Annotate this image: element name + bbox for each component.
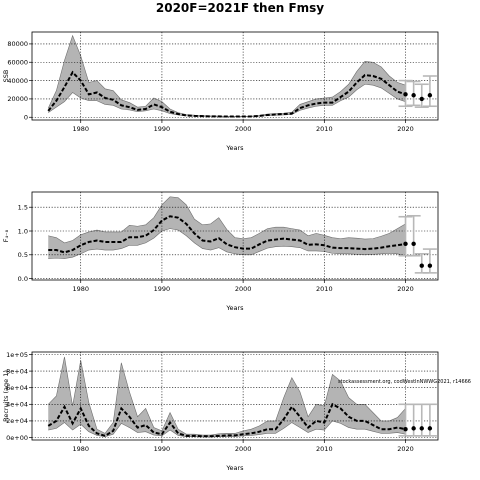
recruits-y-tick-label: 4e+04 <box>6 401 28 409</box>
recruits-forecast-point <box>411 426 416 431</box>
recruits-lower-bound-line <box>48 420 406 438</box>
fbar-x-tick-label: 2010 <box>316 285 333 293</box>
recruits-plot-frame <box>31 351 439 441</box>
ssb-x-tick-label: 1980 <box>72 125 89 133</box>
ssb-y-tick-label: 80000 <box>7 40 28 48</box>
fbar-forecast-point <box>419 263 424 268</box>
ssb-x-tick-label: 2020 <box>397 125 414 133</box>
ssb-forecast-point <box>411 93 416 98</box>
fbar-forecast-point <box>427 263 433 268</box>
fbar-x-tick-label: 1990 <box>154 285 171 293</box>
figure-title: 2020F=2021F then Fmsy <box>156 1 324 15</box>
source-annotation: stockassessment.org, codWestlnNWWG2021, … <box>338 379 471 385</box>
ssb-y-tick-label: 40000 <box>7 77 28 85</box>
fbar-confidence-band <box>48 196 406 259</box>
ssb-y-axis-label: SSB <box>2 70 10 83</box>
recruits-forecast-point <box>419 426 424 431</box>
fbar-x-tick-label: 2020 <box>397 285 414 293</box>
ssb-y-tick-label: 60000 <box>7 59 28 67</box>
fbar-x-tick-label: 2000 <box>235 285 252 293</box>
recruits-upper-bound-line <box>48 356 406 436</box>
ssb-confidence-band <box>48 35 406 117</box>
fbar-lower-bound-line <box>48 228 406 259</box>
fbar-panel: 1980 1990 2000 2010 2020 0.0 0.5 1.0 1.5 Years F₄₋… <box>2 191 439 312</box>
ssb-forecast-point <box>419 96 424 102</box>
recruits-confidence-band <box>48 356 406 437</box>
ssb-x-tick-label: 2010 <box>316 125 333 133</box>
fbar-y-axis-label: F₄₋₈ <box>2 229 10 242</box>
ssb-x-tick-label: 1990 <box>154 125 171 133</box>
fbar-y-tick-label: 1.0 <box>18 227 28 235</box>
recruits-estimate-line <box>47 402 406 438</box>
ssb-panel: 1980 1990 2000 2010 2020 0 20000 40000 60000 8000… <box>2 31 439 152</box>
recruits-y-tick-label: 8e+04 <box>6 367 28 375</box>
fbar-y-tick-label: 0.5 <box>18 251 28 259</box>
recruits-y-tick-label: 2e+04 <box>6 417 28 425</box>
recruits-y-tick-label: 6e+04 <box>6 384 28 392</box>
fbar-x-tick-label: 1980 <box>72 285 89 293</box>
ssb-forecast-point <box>427 93 433 98</box>
ssb-y-tick-label: 20000 <box>7 95 28 103</box>
ssb-plot-frame <box>31 31 439 121</box>
recruits-x-tick-label: 2010 <box>316 445 333 453</box>
fbar-y-tick-label: 0.0 <box>18 275 28 283</box>
ssb-point <box>403 92 408 97</box>
fbar-estimate-line <box>48 215 406 254</box>
fbar-x-axis-label: Years <box>225 304 244 312</box>
ssb-x-axis-label: Years <box>225 144 244 152</box>
recruits-forecast-point <box>427 426 433 431</box>
recruits-x-axis-label: Years <box>225 464 244 472</box>
recruits-point <box>403 427 408 432</box>
fbar-upper-bound-line <box>48 196 406 244</box>
recruits-y-tick-label: 1e+05 <box>6 351 28 359</box>
fbar-point <box>403 241 408 247</box>
recruits-x-tick-label: 1990 <box>154 445 171 453</box>
recruits-x-tick-label: 2020 <box>397 445 414 453</box>
recruits-x-tick-label: 1980 <box>72 445 89 453</box>
recruits-panel: 1980 1990 2000 2010 2020 0e+00 2e+04 4e+04 6e+04… <box>2 351 439 472</box>
ssb-upper-bound-line <box>47 34 406 117</box>
ssb-x-tick-label: 2000 <box>235 125 252 133</box>
fbar-y-tick-label: 1.5 <box>18 204 28 212</box>
ssb-estimate-line <box>47 70 406 118</box>
recruits-x-tick-label: 2000 <box>235 445 252 453</box>
recruits-y-axis-label: Recruits (age 1) <box>2 370 10 422</box>
fbar-forecast-point <box>411 241 416 247</box>
fbar-plot-frame <box>31 191 439 281</box>
recruits-y-tick-label: 0e+00 <box>6 434 28 442</box>
ssb-y-tick-label: 0 <box>24 114 28 122</box>
